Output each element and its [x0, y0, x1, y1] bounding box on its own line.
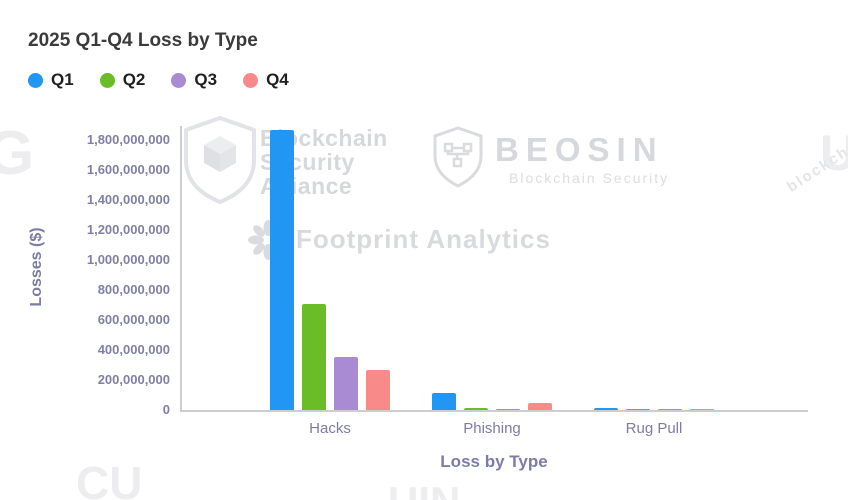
bar-q1-hacks[interactable]	[270, 129, 294, 410]
x-category-label: Phishing	[463, 420, 521, 437]
bar-q3-rug-pull[interactable]	[658, 408, 682, 410]
bar-q3-phishing[interactable]	[496, 408, 520, 410]
y-tick-label: 600,000,000	[97, 312, 170, 327]
legend-item-q2[interactable]: Q2	[99, 70, 146, 90]
y-tick-label: 1,200,000,000	[86, 222, 170, 237]
y-tick-label: 400,000,000	[97, 342, 170, 357]
x-category-label: Rug Pull	[625, 420, 683, 437]
bar-q1-rug-pull[interactable]	[594, 408, 618, 410]
x-axis-line	[180, 410, 808, 412]
watermark-fragment: CU	[76, 457, 143, 500]
y-axis-line	[180, 126, 182, 410]
bar-q2-hacks[interactable]	[302, 303, 326, 410]
legend-label: Q2	[122, 70, 146, 89]
legend-dot	[99, 72, 115, 88]
x-category-label: Hacks	[309, 420, 351, 437]
watermark-fragment: blockcha	[783, 137, 848, 196]
legend-dot	[171, 72, 187, 88]
y-tick-label: 1,600,000,000	[86, 162, 170, 177]
watermark-footprint-text: Footprint Analytics	[296, 224, 551, 254]
y-tick-label: 1,800,000,000	[86, 132, 170, 147]
bar-q4-phishing[interactable]	[528, 403, 552, 410]
y-tick-label: 800,000,000	[97, 282, 170, 297]
chart-legend: Q1 Q2 Q3 Q4	[28, 70, 289, 90]
legend-dot	[243, 72, 259, 88]
bar-q1-phishing[interactable]	[432, 392, 456, 410]
watermark-fragment: U	[820, 125, 848, 181]
chart-title: 2025 Q1-Q4 Loss by Type	[28, 30, 258, 51]
x-axis-title: Loss by Type	[440, 452, 548, 471]
y-tick-label: 200,000,000	[97, 372, 170, 387]
watermark-beosin-subtitle: Blockchain Security	[509, 170, 670, 186]
legend-label: Q1	[51, 70, 74, 89]
legend-item-q4[interactable]: Q4	[243, 70, 289, 90]
watermark-fragment: UIN	[388, 478, 460, 500]
watermark-beosin-name: BEOSIN	[495, 131, 664, 168]
y-tick-label: 1,400,000,000	[86, 192, 170, 207]
y-tick-label: 0	[162, 402, 170, 417]
legend-item-q1[interactable]: Q1	[28, 70, 74, 90]
watermark-fragment: G	[0, 119, 35, 188]
shield-cube-icon	[178, 114, 262, 211]
bar-q4-hacks[interactable]	[366, 370, 390, 410]
bar-q4-rug-pull[interactable]	[690, 408, 714, 410]
y-tick-label: 1,000,000,000	[86, 252, 170, 267]
bar-q3-hacks[interactable]	[334, 356, 358, 410]
shield-circuit-icon	[431, 126, 485, 193]
legend-label: Q3	[194, 70, 218, 89]
legend-label: Q4	[266, 70, 289, 89]
bar-q2-phishing[interactable]	[464, 407, 488, 410]
bar-q2-rug-pull[interactable]	[626, 408, 650, 410]
legend-dot	[28, 72, 43, 88]
legend-item-q3[interactable]: Q3	[171, 70, 217, 90]
